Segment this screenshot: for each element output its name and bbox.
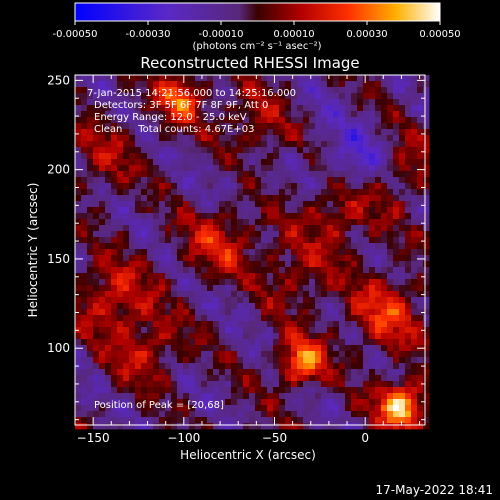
colorbar-tick-label: 0.00010 xyxy=(273,29,314,40)
annotation-energy-range: Energy Range: 12.0 - 25.0 keV xyxy=(94,112,247,123)
colorbar-tick-label: 0.00050 xyxy=(419,29,460,40)
colorbar-tick-label: -0.00010 xyxy=(199,29,244,40)
y-tick-label: 200 xyxy=(47,163,70,177)
y-tick-label: 100 xyxy=(47,341,70,355)
heatmap-image xyxy=(75,75,430,430)
x-tick-label: −50 xyxy=(262,431,287,445)
colorbar-tick-label: -0.00050 xyxy=(53,29,98,40)
y-tick-label: 150 xyxy=(47,252,70,266)
x-tick-label: 0 xyxy=(361,431,369,445)
x-tick-label: −100 xyxy=(167,431,200,445)
plot-frame xyxy=(74,74,426,426)
axis-ticks: −150 −100 −50 0 100 150 200 250 xyxy=(47,73,425,445)
colorbar-tick-label: -0.00030 xyxy=(126,29,171,40)
date-stamp: 17-May-2022 18:41 xyxy=(376,483,493,497)
y-axis-label: Heliocentric Y (arcsec) xyxy=(26,183,40,318)
colorbar-ticks: -0.00050 -0.00030 -0.00010 0.00010 0.00030 0.… xyxy=(53,21,461,40)
x-tick-label: −150 xyxy=(77,431,110,445)
peak-position-label: Position of Peak = [20,68] xyxy=(94,400,224,411)
annotation-detectors: Detectors: 3F 5F 6F 7F 8F 9F, Att 0 xyxy=(94,100,268,111)
colorbar-units-label: (photons cm⁻² s⁻¹ asec⁻²) xyxy=(192,41,321,52)
annotation-time-range: 7-Jan-2015 14:21:56.000 to 14:25:16.000 xyxy=(87,88,296,99)
y-tick-label: 250 xyxy=(47,73,70,87)
colorbar-tick-label: 0.00030 xyxy=(346,29,387,40)
chart-title: Reconstructed RHESSI Image xyxy=(140,54,359,72)
annotation-total-counts: Clean Total counts: 4.67E+03 xyxy=(94,124,254,135)
colorbar xyxy=(74,2,441,22)
x-axis-label: Heliocentric X (arcsec) xyxy=(180,448,316,462)
